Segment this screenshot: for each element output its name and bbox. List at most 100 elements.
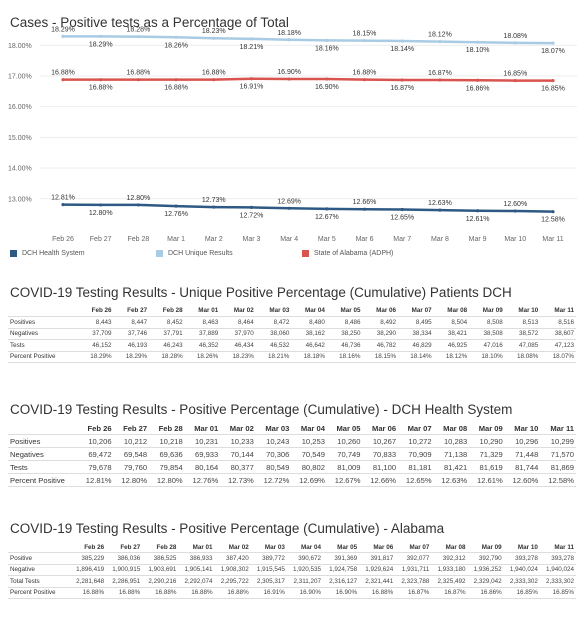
- table-cell: 2,311,207: [286, 575, 323, 587]
- column-header: Feb 28: [156, 543, 177, 551]
- table-cell: 38,572: [504, 327, 541, 340]
- row-label: Tests: [8, 339, 78, 351]
- table-cell: 16.88%: [214, 586, 251, 599]
- table-cell: 10,260: [326, 434, 363, 448]
- table-cell: 81,181: [398, 460, 434, 474]
- column-header: Feb 27: [127, 306, 148, 314]
- data-point: [362, 39, 367, 43]
- data-label: 18.14%: [390, 46, 414, 53]
- data-label: 18.10%: [466, 47, 490, 54]
- table-cell: 8,492: [362, 316, 399, 328]
- column-header: Mar 09: [481, 543, 502, 551]
- table-cell: 10,299: [540, 434, 576, 448]
- data-point: [400, 207, 404, 212]
- table-cell: 12.76%: [184, 473, 221, 487]
- table-cell: 46,642: [291, 339, 327, 351]
- column-header: Mar 04: [301, 543, 321, 551]
- data-point: [174, 204, 178, 208]
- table-header-row: Feb 26 Feb 27 Feb 28 Mar 01 Mar 02 Mar 03 Mar …: [8, 542, 576, 553]
- table-cell: 70,749: [326, 447, 363, 461]
- data-point: [136, 35, 140, 39]
- table-cell: 16.87%: [431, 586, 468, 599]
- table-cell: 16.85%: [503, 586, 540, 599]
- table-cell: 71,570: [540, 447, 576, 461]
- row-label: Negative: [8, 563, 70, 576]
- column-header: Feb 26: [84, 543, 105, 551]
- table-cell: 8,464: [220, 316, 256, 328]
- table-cell: 18.21%: [255, 350, 292, 363]
- table-cell: 18.08%: [504, 350, 541, 363]
- column-header: Mar 03: [269, 306, 290, 314]
- data-label: 18.16%: [315, 45, 339, 52]
- data-point: [249, 37, 254, 41]
- table-cell: 392,790: [467, 552, 504, 564]
- row-label: Percent Positive: [8, 473, 78, 487]
- table-cell: 16.88%: [178, 586, 215, 599]
- table-cell: 8,516: [540, 316, 576, 328]
- table-cell: 2,316,127: [322, 575, 360, 587]
- table-title-unique-dch: COVID-19 Testing Results - Unique Positi…: [10, 285, 512, 300]
- table-cell: 8,452: [149, 316, 185, 328]
- table-cell: 2,290,216: [142, 575, 179, 587]
- data-label: 16.88%: [164, 85, 188, 92]
- x-tick-label: Mar 7: [393, 236, 411, 243]
- table-cell: 80,802: [291, 460, 327, 474]
- table-cell: 16.87%: [395, 586, 432, 599]
- table-header-row: Feb 26 Feb 27 Feb 28 Mar 01 Mar 02 Mar 03 Mar …: [8, 304, 576, 317]
- table-cell: 18.07%: [540, 350, 576, 363]
- table-cell: 46,152: [78, 339, 114, 351]
- data-point: [99, 203, 103, 207]
- data-label: 18.29%: [51, 26, 75, 33]
- table-cell: 46,925: [433, 339, 470, 351]
- data-point: [513, 78, 517, 83]
- x-tick-label: Feb 27: [90, 236, 112, 243]
- table-dch-health-system: Feb 26 Feb 27 Feb 28 Mar 01 Mar 02 Mar 03 Mar …: [8, 422, 576, 487]
- table-cell: 8,486: [326, 316, 363, 328]
- data-point: [287, 206, 291, 210]
- line-chart: 18.00% 17.00% 16.00% 15.00% 14.00% 13.00% Feb …: [8, 26, 577, 243]
- legend-swatch-dch-unique-results: [156, 250, 163, 257]
- table-row: Total Tests 2,281,648 2,286,951 2,290,216 2,…: [8, 575, 576, 587]
- table-row: Percent Positive 18.29% 18.29% 18.28% 18.26%…: [8, 350, 576, 363]
- column-header: Feb 28: [158, 423, 183, 433]
- table-cell: 1,896,419: [70, 563, 107, 576]
- y-tick-label: 16.00%: [8, 104, 32, 111]
- table-cell: 10,243: [255, 434, 292, 448]
- data-label: 12.61%: [466, 216, 490, 223]
- table-corner: [8, 422, 78, 435]
- data-point: [476, 209, 480, 213]
- data-label: 18.26%: [164, 42, 188, 49]
- table-cell: 46,434: [220, 339, 256, 351]
- table-cell: 38,250: [326, 327, 363, 340]
- table-cell: 392,312: [431, 552, 468, 564]
- table-cell: 80,377: [220, 460, 256, 474]
- table-cell: 18.26%: [184, 350, 221, 363]
- column-header: Mar 08: [443, 423, 468, 433]
- series-line: [63, 77, 553, 82]
- data-label: 12.80%: [127, 195, 151, 202]
- data-point: [476, 40, 480, 44]
- table-cell: 46,193: [113, 339, 150, 351]
- data-label: 18.08%: [503, 33, 527, 40]
- table-row: Positives 8,443 8,447 8,452 8,463 8,464 8,472 8…: [8, 316, 576, 328]
- table-cell: 386,933: [178, 552, 215, 564]
- table-cell: 10,267: [362, 434, 399, 448]
- table-cell: 16.88%: [142, 586, 179, 599]
- table-cell: 71,329: [469, 447, 505, 461]
- table-cell: 18.10%: [469, 350, 505, 363]
- data-point: [325, 38, 329, 42]
- table-cell: 18.23%: [220, 350, 256, 363]
- data-point: [438, 78, 442, 82]
- column-header: Mar 06: [372, 423, 397, 433]
- table-cell: 46,352: [184, 339, 221, 351]
- table-cell: 2,321,441: [359, 575, 396, 587]
- data-label: 12.76%: [164, 211, 188, 218]
- data-label: 16.90%: [315, 84, 339, 91]
- column-header: Mar 11: [554, 306, 574, 314]
- data-point: [61, 78, 65, 82]
- data-label: 12.65%: [390, 215, 414, 222]
- table-cell: 46,736: [326, 339, 363, 351]
- table-cell: 12.58%: [540, 473, 576, 487]
- table-cell: 69,933: [184, 447, 221, 461]
- table-cell: 1,924,758: [322, 563, 360, 576]
